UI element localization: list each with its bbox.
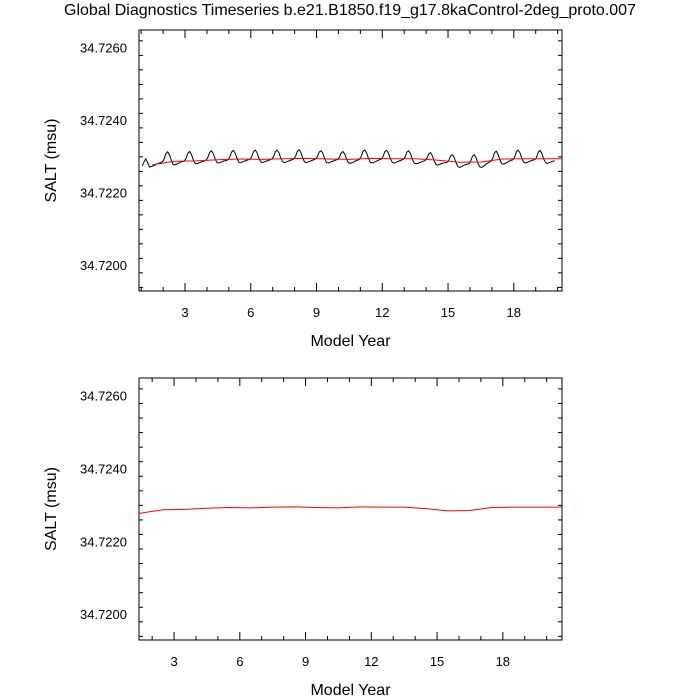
monthly-series-line bbox=[141, 149, 555, 168]
annual-mean-series-line bbox=[138, 506, 562, 514]
plot-frame bbox=[138, 29, 563, 292]
x-tick-label: 9 bbox=[313, 305, 320, 320]
x-tick-label: 12 bbox=[375, 305, 389, 320]
x-axis-label: Model Year bbox=[310, 682, 391, 699]
x-tick-label: 18 bbox=[496, 654, 510, 669]
y-axis-label: SALT (msu) bbox=[43, 119, 60, 203]
x-tick-label: 15 bbox=[430, 654, 444, 669]
y-tick-label: 34.7220 bbox=[80, 534, 127, 549]
x-axis-label: Model Year bbox=[310, 333, 391, 350]
top-panel: 3 6 9 12 15 18 34.7200 34.7220 34.7240 34.7260 Mod… bbox=[43, 29, 563, 350]
y-tick-label: 34.7260 bbox=[80, 41, 127, 56]
x-tick-label: 6 bbox=[247, 305, 254, 320]
y-tick-label: 34.7240 bbox=[80, 461, 127, 476]
x-tick-label: 18 bbox=[507, 305, 521, 320]
y-tick-label: 34.7200 bbox=[80, 607, 127, 622]
y-tick-label: 34.7200 bbox=[80, 258, 127, 273]
x-tick-label: 15 bbox=[441, 305, 455, 320]
bottom-panel: 3 6 9 12 15 18 34.7200 34.7220 34.7240 34.7260 Mod… bbox=[43, 377, 563, 699]
x-tick-label: 6 bbox=[236, 654, 243, 669]
x-tick-label: 3 bbox=[181, 305, 188, 320]
x-tick-label: 3 bbox=[170, 654, 177, 669]
y-tick-label: 34.7260 bbox=[80, 389, 127, 404]
plot-frame bbox=[138, 377, 563, 641]
annual-mean-series-line bbox=[152, 157, 562, 166]
y-axis-label: SALT (msu) bbox=[43, 467, 60, 551]
chart-title: Global Diagnostics Timeseries b.e21.B185… bbox=[64, 2, 636, 19]
x-tick-label: 12 bbox=[364, 654, 378, 669]
x-tick-label: 9 bbox=[302, 654, 309, 669]
y-tick-label: 34.7240 bbox=[80, 113, 127, 128]
y-tick-label: 34.7220 bbox=[80, 186, 127, 201]
